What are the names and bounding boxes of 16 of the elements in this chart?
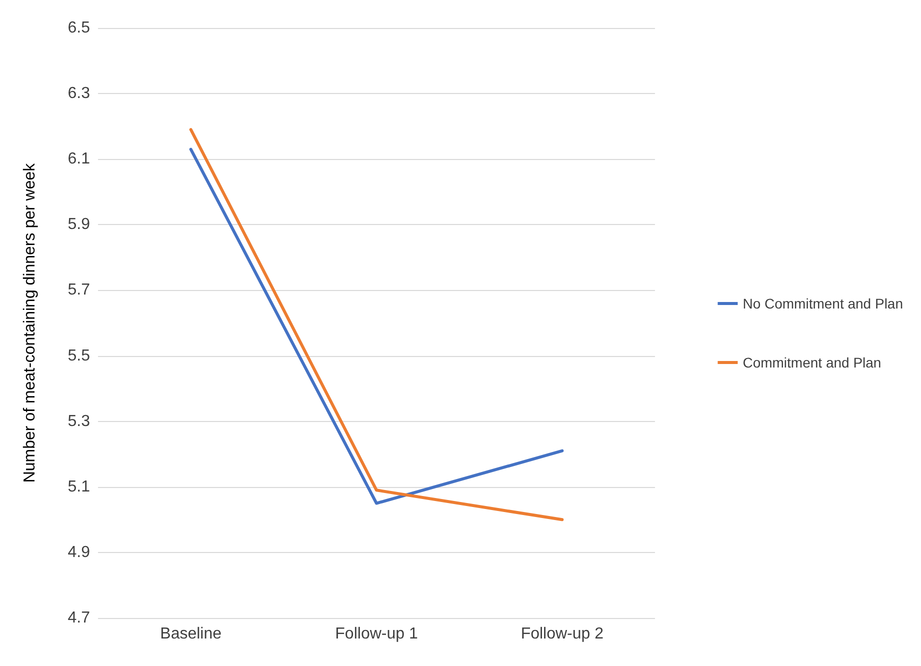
y-tick-label: 5.1 <box>68 478 90 496</box>
y-axis-title: Number of meat-containing dinners per week <box>22 162 38 483</box>
y-tick-label: 6.5 <box>68 20 90 36</box>
y-tick-label: 4.7 <box>68 610 90 626</box>
y-tick-label: 5.3 <box>68 412 90 430</box>
x-tick-label: Follow-up 2 <box>520 626 604 642</box>
legend-label: No Commitment and Plan <box>742 296 904 312</box>
y-tick-label: 5.5 <box>68 347 90 364</box>
x-tick-label: Baseline <box>160 626 222 642</box>
y-tick-label: 5.7 <box>68 282 90 299</box>
y-tick-label: 4.9 <box>68 544 90 561</box>
y-tick-label: 5.9 <box>68 216 90 234</box>
y-tick-label: 6.3 <box>68 85 90 102</box>
legend-label: Commitment and Plan <box>742 354 882 370</box>
y-tick-label: 6.1 <box>68 150 90 168</box>
x-tick-label: Follow-up 1 <box>335 626 418 642</box>
